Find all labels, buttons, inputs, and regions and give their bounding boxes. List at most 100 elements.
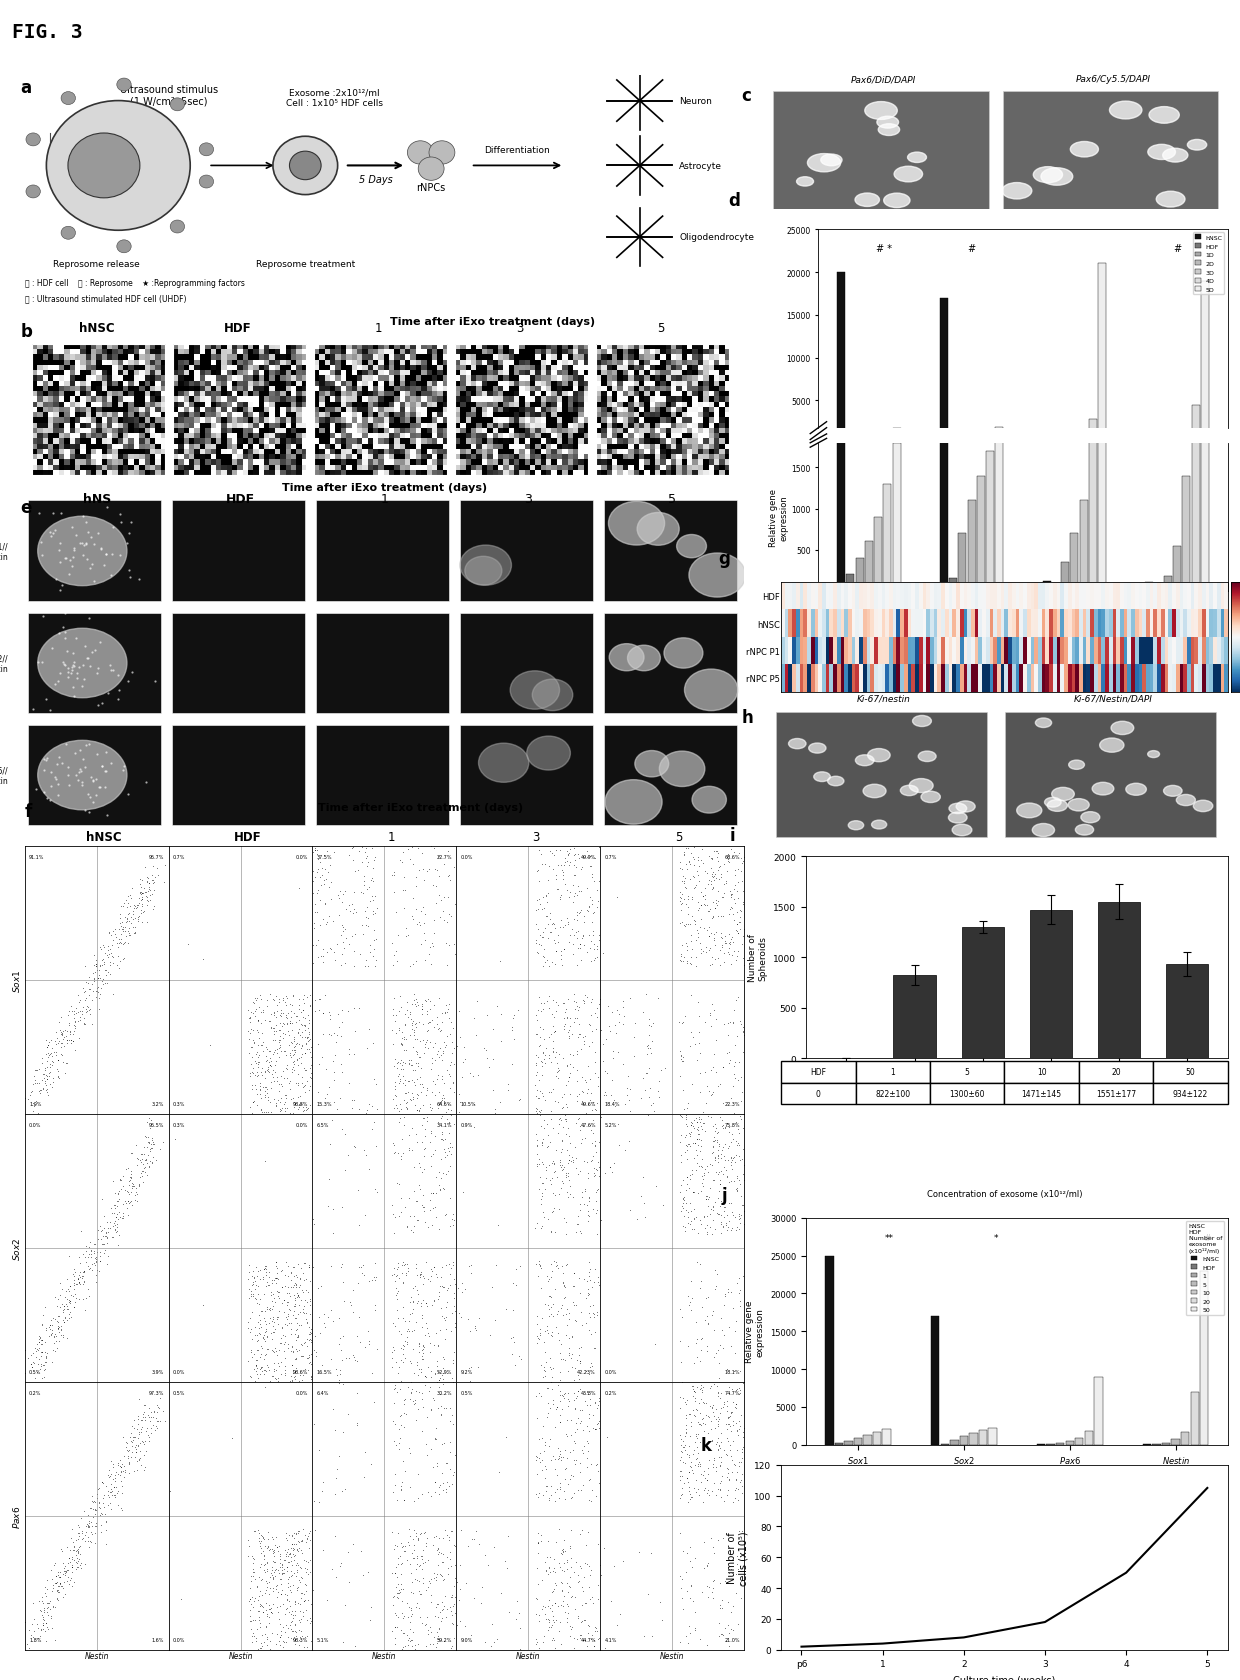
Point — [587, 1188, 606, 1215]
Point — [640, 1021, 660, 1048]
Point — [310, 850, 330, 877]
Point — [446, 1569, 466, 1596]
Point — [387, 1613, 407, 1640]
Point — [303, 1547, 322, 1574]
Point — [99, 919, 119, 946]
Point — [413, 1334, 433, 1361]
Circle shape — [1110, 102, 1142, 119]
Point — [582, 1273, 601, 1300]
Point — [585, 1389, 605, 1416]
Point — [443, 1300, 463, 1327]
Point — [262, 1599, 281, 1626]
Point — [94, 949, 114, 976]
Point — [401, 845, 420, 872]
Point — [435, 929, 455, 956]
Point — [672, 1440, 692, 1467]
Point — [272, 1095, 291, 1122]
Bar — [986, 430, 994, 444]
Point — [109, 931, 129, 958]
Circle shape — [813, 773, 831, 783]
Point — [347, 1411, 367, 1438]
Point — [322, 1556, 342, 1583]
Point — [36, 1628, 56, 1655]
Point — [308, 847, 327, 874]
Point — [68, 1267, 88, 1294]
Point — [61, 1549, 81, 1576]
Point — [384, 1047, 404, 1074]
Point — [109, 1200, 129, 1226]
Point — [429, 1159, 449, 1186]
Point — [433, 1159, 453, 1186]
Point — [387, 1282, 407, 1309]
Point — [294, 1294, 314, 1320]
Point — [527, 897, 547, 924]
Point — [301, 990, 321, 1016]
Point — [144, 869, 164, 895]
Point — [671, 1463, 691, 1490]
Point — [408, 1544, 428, 1571]
Point — [697, 1401, 717, 1428]
Point — [572, 1436, 591, 1463]
Point — [118, 1179, 138, 1206]
Point — [589, 1470, 609, 1497]
Point — [539, 1295, 559, 1322]
Point — [270, 1631, 290, 1658]
Point — [704, 1110, 724, 1137]
Bar — [986, 452, 994, 591]
Bar — [977, 477, 985, 591]
Point — [288, 1549, 308, 1576]
Point — [699, 1393, 719, 1420]
Point — [353, 1463, 373, 1490]
Point — [569, 900, 589, 927]
Point — [74, 979, 94, 1006]
Point — [703, 1193, 723, 1220]
Point — [281, 1057, 301, 1084]
Point — [676, 1391, 696, 1418]
Point — [546, 867, 565, 894]
Point — [526, 1021, 546, 1048]
Point — [258, 1601, 278, 1628]
Point — [580, 1349, 600, 1376]
Point — [294, 1635, 314, 1662]
Point — [444, 1252, 464, 1278]
Point — [393, 1551, 413, 1578]
Point — [82, 1520, 102, 1547]
Point — [286, 1530, 306, 1557]
Point — [301, 1065, 321, 1092]
Point — [715, 1176, 735, 1203]
Point — [556, 1252, 575, 1278]
Point — [269, 986, 289, 1013]
Point — [57, 1026, 77, 1053]
Point — [119, 1448, 139, 1475]
Point — [357, 953, 377, 979]
Point — [56, 1016, 76, 1043]
Point — [61, 1282, 81, 1309]
Point — [443, 1593, 463, 1620]
Point — [694, 1411, 714, 1438]
Point — [701, 921, 720, 948]
Point — [407, 1262, 427, 1289]
Point — [707, 1006, 727, 1033]
Point — [430, 1273, 450, 1300]
Point — [429, 1015, 449, 1042]
Point — [568, 899, 588, 926]
Point — [255, 1357, 275, 1384]
Point — [560, 1147, 580, 1174]
Point — [388, 1063, 408, 1090]
Point — [258, 1324, 278, 1351]
Point — [558, 986, 578, 1013]
Point — [583, 922, 603, 949]
Text: ⓞ : Ultrasound stimulated HDF cell (UHDF): ⓞ : Ultrasound stimulated HDF cell (UHDF… — [25, 294, 186, 302]
Point — [677, 1623, 697, 1650]
Point — [247, 1574, 267, 1601]
Point — [32, 1339, 52, 1366]
Point — [403, 1220, 423, 1247]
Point — [564, 1480, 584, 1507]
Point — [453, 1179, 472, 1206]
Point — [579, 1033, 599, 1060]
Point — [280, 1068, 300, 1095]
Point — [257, 1294, 277, 1320]
Point — [51, 1040, 71, 1067]
Point — [53, 1561, 73, 1588]
Point — [295, 1356, 315, 1383]
